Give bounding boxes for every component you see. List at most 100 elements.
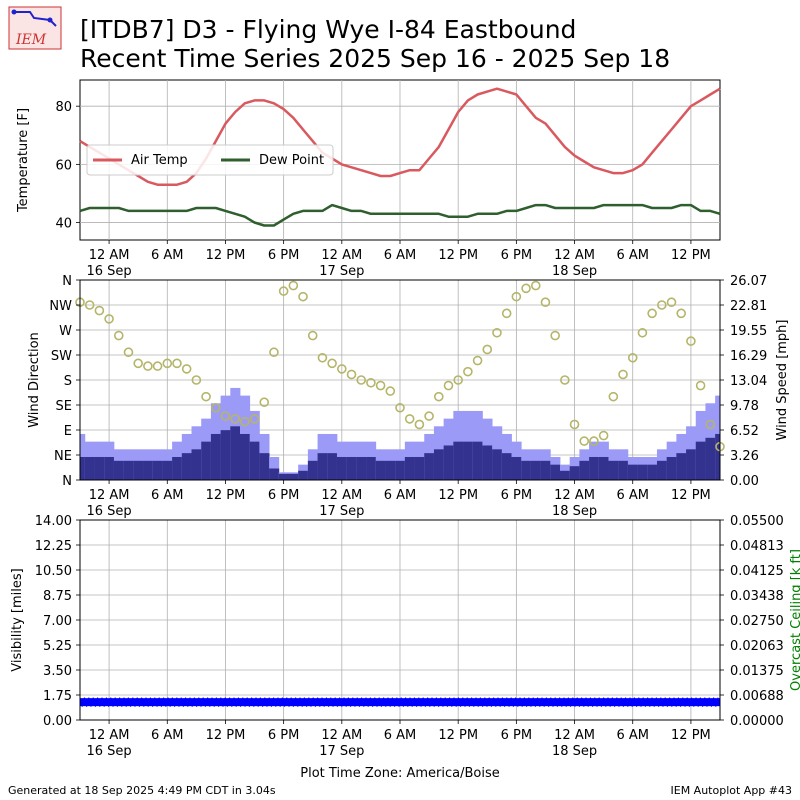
- wind-direction-marker: [463, 366, 473, 377]
- wind-direction-marker: [686, 336, 696, 346]
- wind-direction-marker: [337, 364, 347, 374]
- wind-direction-tick-label: S: [64, 374, 72, 389]
- ceiling-y-tick-label: 0.01375: [730, 664, 784, 679]
- wind-speed-bar: [656, 460, 668, 480]
- wind-speed-bar: [618, 460, 629, 480]
- wind-direction-marker: [366, 377, 376, 388]
- wind-direction-marker: [84, 300, 95, 310]
- temperature-y-tick-label: 40: [55, 217, 72, 232]
- wind-speed-tick-label: 19.55: [730, 324, 767, 339]
- temperature-x-tick-label: 6 AM: [616, 248, 649, 263]
- visibility-y-tick-label: 10.50: [35, 564, 72, 579]
- wind-speed-bar: [647, 464, 658, 480]
- wind-direction-tick-label: N: [62, 474, 72, 489]
- wind-direction-marker: [676, 308, 687, 319]
- ceiling-y-tick-label: 0.00688: [730, 689, 784, 704]
- wind-x-tick-label: 12 PM: [206, 488, 246, 503]
- wind-speed-bar: [715, 433, 720, 480]
- wind-speed-bar: [375, 460, 386, 480]
- wind-x-date-label: 17 Sep: [319, 504, 364, 519]
- wind-speed-bar: [288, 473, 299, 480]
- wind-direction-marker: [356, 375, 367, 385]
- wind-direction-markers: [75, 280, 725, 452]
- ceiling-y-tick-label: 0.02750: [730, 614, 784, 629]
- temperature-legend-box: [86, 144, 334, 176]
- wind-speed-bar: [705, 437, 716, 480]
- wind-direction-marker: [472, 355, 483, 366]
- wind-speed-bar: [230, 426, 241, 480]
- temperature-x-tick-label: 6 PM: [268, 248, 299, 263]
- ceiling-y-ticks: 0.00000 0.00688 0.01375 0.02063 0.02750 0.034…: [720, 514, 784, 729]
- wind-speed-bar: [298, 470, 309, 480]
- ceiling-y-tick-label: 0.03438: [730, 589, 784, 604]
- wind-x-tick-label: 12 AM: [89, 488, 130, 503]
- visibility-panel: 0.001.753.505.257.008.7510.5012.2514.00 …: [10, 514, 800, 759]
- wind-speed-bar: [191, 449, 202, 480]
- ceiling-y-label: Overcast Ceiling [k ft]: [789, 549, 800, 691]
- temperature-x-tick-label: 12 PM: [671, 248, 711, 263]
- x-axis-label: Plot Time Zone: America/Boise: [300, 766, 499, 781]
- wind-direction-marker: [666, 297, 677, 308]
- wind-direction-tick-label: SW: [51, 349, 72, 364]
- temperature-y-tick-label: 60: [55, 158, 72, 173]
- wind-direction-marker: [637, 327, 648, 338]
- wind-direction-tick-label: SE: [56, 399, 72, 414]
- wind-speed-bar: [501, 453, 512, 480]
- wind-speed-bar: [143, 460, 154, 480]
- wind-speed-bar: [395, 460, 406, 480]
- wind-direction-marker: [113, 330, 124, 341]
- wind-x-tick-label: 12 AM: [321, 488, 362, 503]
- visibility-x-tick-label: 6 AM: [616, 728, 649, 743]
- wind-speed-bar: [666, 456, 677, 480]
- temperature-y-tick-label: 80: [55, 100, 72, 115]
- wind-speed-bar: [84, 456, 95, 480]
- wind-direction-marker: [608, 391, 619, 402]
- wind-speed-bar: [482, 445, 493, 480]
- app-note: IEM Autoplot App #43: [671, 784, 793, 797]
- wind-direction-marker: [414, 419, 425, 430]
- wind-direction-marker: [521, 283, 531, 294]
- wind-speed-bar: [356, 456, 367, 480]
- wind-speed-bar: [540, 460, 551, 480]
- wind-direction-marker: [695, 380, 706, 391]
- visibility-x-tick-label: 6 PM: [501, 728, 532, 743]
- wind-direction-marker: [657, 300, 667, 310]
- ceiling-y-tick-label: 0.02063: [730, 639, 784, 654]
- wind-speed-bar: [598, 456, 609, 480]
- wind-direction-marker: [589, 436, 599, 446]
- wind-direction-marker: [249, 414, 260, 424]
- wind-x-tick-label: 6 AM: [151, 488, 184, 503]
- wind-speed-tick-label: 0.00: [730, 474, 759, 489]
- wind-speed-tick-label: 9.78: [730, 399, 759, 414]
- visibility-x-tick-label: 12 PM: [206, 728, 246, 743]
- wind-speed-bar: [336, 456, 348, 480]
- wind-speed-bar: [589, 456, 600, 480]
- wind-speed-bar: [404, 456, 415, 480]
- chart-title-line1: [ITDB7] D3 - Flying Wye I-84 Eastbound: [80, 15, 576, 44]
- wind-direction-marker: [453, 375, 463, 385]
- visibility-x-tick-label: 6 PM: [268, 728, 299, 743]
- wind-speed-bar: [346, 456, 357, 480]
- wind-speed-bar: [521, 460, 532, 480]
- ceiling-y-tick-label: 0.00000: [730, 714, 784, 729]
- visibility-y-tick-label: 7.00: [43, 614, 72, 629]
- visibility-x-tick-label: 12 AM: [321, 728, 362, 743]
- wind-speed-tick-label: 16.29: [730, 349, 767, 364]
- wind-speed-bar: [269, 468, 280, 480]
- wind-speed-bar: [94, 456, 105, 480]
- visibility-x-date-label: 16 Sep: [86, 744, 131, 759]
- temperature-x-tick-label: 12 AM: [554, 248, 595, 263]
- wind-direction-marker: [133, 358, 143, 369]
- wind-speed-bar: [181, 453, 192, 480]
- wind-speed-bar: [627, 464, 638, 480]
- visibility-y-tick-label: 12.25: [35, 539, 72, 554]
- wind-speed-bar: [385, 460, 396, 480]
- wind-direction-marker: [259, 397, 270, 408]
- wind-direction-marker: [404, 414, 415, 424]
- wind-speed-bar: [530, 460, 542, 480]
- wind-direction-marker: [172, 358, 182, 369]
